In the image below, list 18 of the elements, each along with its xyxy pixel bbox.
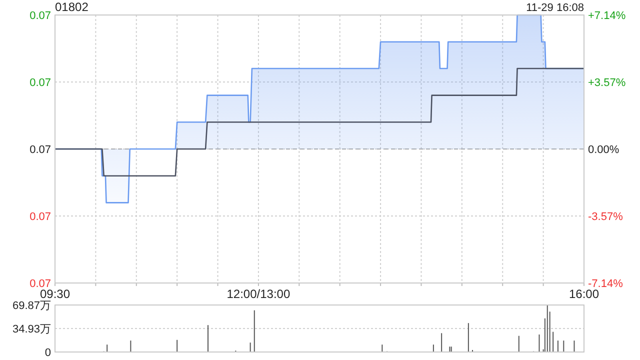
y-tick-label: 0.00%	[588, 144, 620, 156]
y-tick-label: -7.14%	[588, 278, 624, 290]
x-tick-label: 16:00	[568, 287, 600, 301]
y-tick-label: +7.14%	[588, 10, 626, 22]
y-tick-label: 0	[44, 347, 51, 359]
chart-title: 01802	[55, 0, 89, 14]
y2-tick-label: 0.07	[30, 10, 51, 22]
y2-tick-label: 0.07	[30, 211, 51, 223]
text: 11-29 16:08	[526, 2, 584, 14]
y-tick-label: +3.57%	[588, 77, 626, 89]
y2-tick-label: 0.07	[30, 144, 51, 156]
y2-tick-label: 0.07	[30, 278, 51, 290]
x-tick-label: 12:00/13:00	[226, 287, 290, 301]
y-tick-label: 69.87万	[12, 300, 51, 312]
y2-tick-label: 0.07	[30, 77, 51, 89]
y-tick-label: 34.93万	[12, 324, 51, 336]
y-tick-label: -3.57%	[588, 211, 624, 223]
x-tick-label: 09:30	[40, 287, 70, 301]
